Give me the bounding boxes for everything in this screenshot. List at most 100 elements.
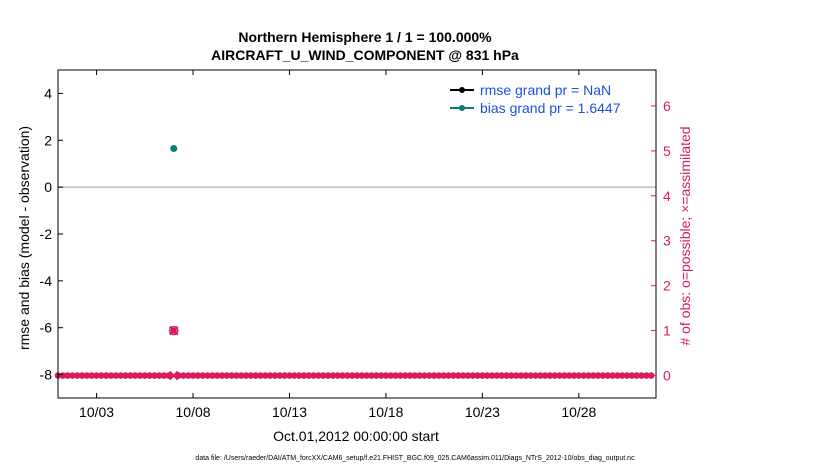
y2-tick-label: 5 — [663, 143, 671, 159]
obs-count-zero-marker — [599, 372, 607, 379]
obs-count-zero-marker — [498, 372, 505, 379]
obs-count-zero-marker — [401, 372, 409, 379]
obs-count-zero-marker — [98, 372, 105, 379]
obs-count-zero-marker — [252, 372, 260, 379]
obs-count-zero-marker — [479, 372, 486, 379]
obs-count-zero-marker — [184, 372, 192, 379]
legend-entry-rmse: rmse grand pr = NaN — [450, 82, 611, 98]
obs-count-zero-marker — [300, 372, 308, 379]
obs-count-zero-marker — [445, 372, 452, 379]
obs-count-zero-marker — [536, 372, 544, 379]
legend-rmse-marker — [459, 87, 465, 93]
obs-count-zero-marker — [78, 372, 86, 379]
obs-zero-marker-at-event — [169, 370, 179, 381]
obs-count-zero-marker — [257, 372, 264, 379]
obs-count-zero-marker — [454, 372, 462, 379]
obs-count-zero-marker — [411, 372, 419, 379]
y-tick-label: -4 — [40, 273, 53, 289]
obs-count-zero-marker — [426, 372, 433, 379]
obs-count-zero-marker — [233, 372, 240, 379]
obs-count-zero-marker — [276, 372, 284, 379]
obs-count-zero-marker — [541, 372, 549, 379]
obs-count-zero-marker — [88, 372, 96, 379]
obs-count-zero-marker — [512, 372, 520, 379]
y2-tick-label: 2 — [663, 278, 671, 294]
obs-count-zero-marker — [194, 372, 202, 379]
y2-tick-label: 6 — [663, 98, 671, 114]
obs-count-zero-marker — [406, 372, 414, 379]
obs-count-zero-marker — [339, 372, 346, 379]
obs-count-zero-marker — [141, 372, 149, 379]
obs-count-zero-marker — [594, 372, 602, 379]
obs-count-zero-marker — [180, 372, 187, 379]
chart-title: Northern Hemisphere 1 / 1 = 100.000% — [238, 29, 492, 45]
obs-count-zero-marker — [348, 372, 356, 379]
y-tick-label: 4 — [44, 85, 52, 101]
y-tick-label: -2 — [40, 226, 53, 242]
obs-count-zero-marker — [382, 372, 390, 379]
obs-count-zero-marker — [459, 372, 467, 379]
obs-count-zero-marker — [435, 372, 443, 379]
y-tick-label: 2 — [44, 132, 52, 148]
obs-count-zero-marker — [310, 372, 317, 379]
obs-count-zero-marker — [102, 372, 110, 379]
obs-count-zero-marker — [469, 372, 477, 379]
obs-count-zero-marker — [266, 372, 274, 379]
obs-count-zero-marker — [59, 372, 67, 379]
obs-count-zero-marker — [209, 372, 216, 379]
obs-count-zero-marker — [618, 372, 626, 379]
obs-count-zero-marker — [305, 372, 313, 379]
obs-count-zero-marker — [474, 372, 481, 379]
obs-count-zero-marker — [324, 372, 332, 379]
obs-count-zero-marker — [643, 372, 650, 379]
obs-count-zero-marker — [160, 372, 168, 379]
obs-count-zero-marker — [372, 372, 380, 379]
legend-bias-label: bias grand pr = 1.6447 — [480, 100, 621, 116]
obs-count-zero-marker — [353, 372, 361, 379]
obs-possible-marker — [168, 325, 179, 336]
obs-count-zero-marker — [281, 372, 288, 379]
y-tick-label: -6 — [40, 320, 53, 336]
obs-count-zero-marker — [363, 372, 370, 379]
obs-count-zero-marker — [247, 372, 255, 379]
obs-count-zero-marker — [136, 372, 144, 379]
x-tick-label: 10/03 — [79, 404, 114, 420]
obs-count-zero-marker — [551, 372, 559, 379]
obs-count-zero-marker — [204, 372, 211, 379]
obs-count-zero-marker — [585, 372, 592, 379]
obs-count-zero-marker — [344, 372, 351, 379]
obs-count-zero-marker — [155, 372, 163, 379]
obs-count-zero-marker — [315, 372, 322, 379]
obs-count-zero-marker — [291, 372, 298, 379]
obs-count-zero-marker — [561, 372, 568, 379]
y2-tick-label: 0 — [663, 368, 671, 384]
obs-count-zero-marker — [508, 372, 515, 379]
x-tick-label: 10/08 — [176, 404, 211, 420]
x-axis-label: Oct.01,2012 00:00:00 start — [273, 428, 439, 444]
obs-count-zero-marker — [392, 372, 399, 379]
obs-count-zero-marker — [165, 372, 173, 379]
obs-count-zero-marker — [522, 372, 530, 379]
obs-count-zero-marker — [131, 372, 139, 379]
chart-subtitle: AIRCRAFT_U_WIND_COMPONENT @ 831 hPa — [211, 47, 519, 63]
obs-count-zero-marker — [69, 372, 76, 379]
obs-count-zero-marker — [146, 372, 153, 379]
obs-count-zero-marker — [73, 372, 81, 379]
obs-count-zero-marker — [590, 372, 597, 379]
obs-count-zero-marker — [556, 372, 563, 379]
y-axis-label: rmse and bias (model - observation) — [16, 126, 32, 350]
plot-frame — [57, 69, 657, 399]
y-axis-ticks: 4 2 0 -2 -4 -6 -8 — [40, 85, 63, 383]
obs-count-zero-marker — [628, 372, 636, 379]
obs-count-zero-marker — [151, 372, 158, 379]
x-tick-label: 10/13 — [272, 404, 307, 420]
obs-count-zero-marker — [493, 372, 501, 379]
obs-count-zero-marker — [450, 372, 457, 379]
obs-count-zero-marker — [397, 372, 404, 379]
obs-count-zero-marker — [112, 372, 120, 379]
obs-count-zero-marker — [604, 372, 612, 379]
x-tick-label: 10/28 — [561, 404, 596, 420]
y-tick-label: -8 — [40, 367, 53, 383]
obs-count-zero-marker — [464, 372, 472, 379]
obs-count-zero-marker — [488, 372, 496, 379]
